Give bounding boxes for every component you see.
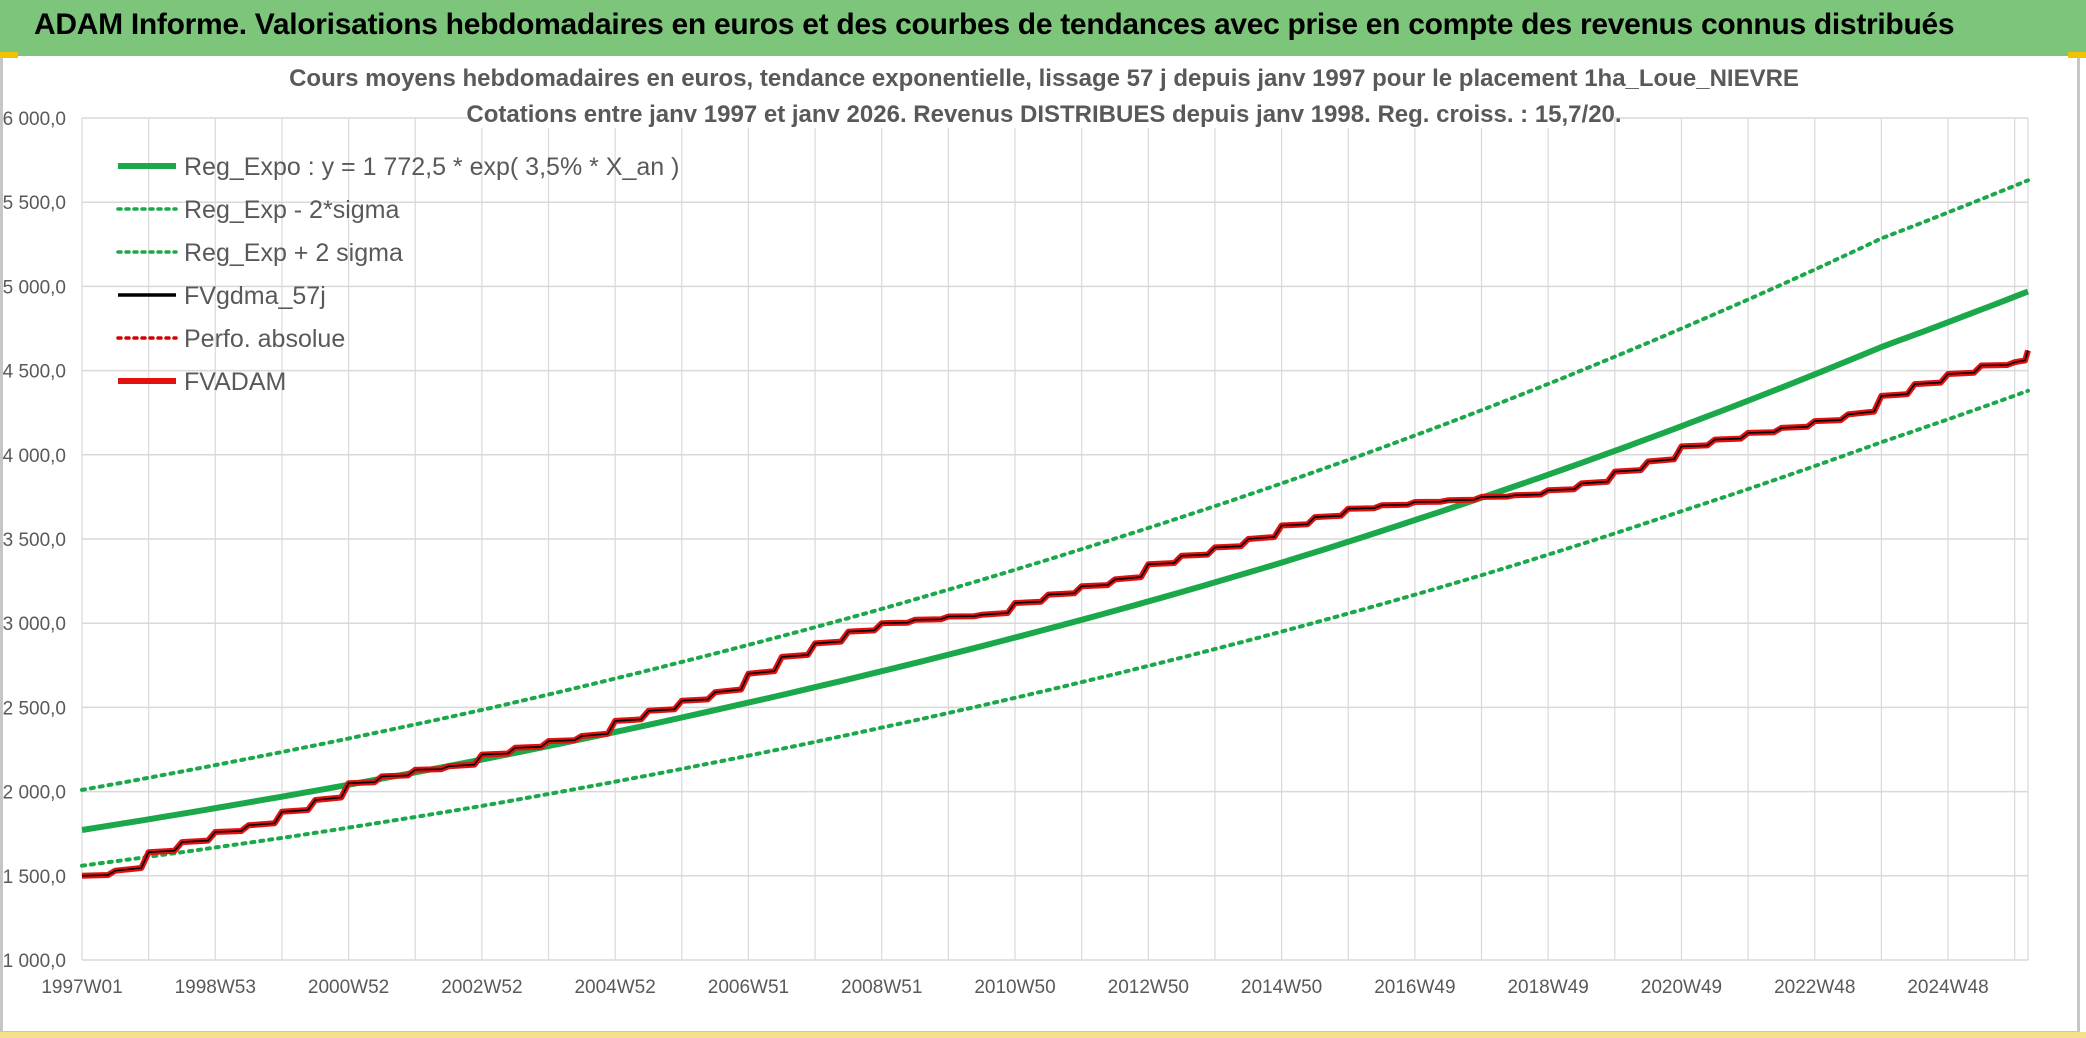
x-tick-label: 1998W53: [175, 977, 256, 998]
chart: 1 000,0 1 500,0 2 000,0 2 500,0 3 000,0 3 500…: [3, 60, 2031, 998]
legend-item[interactable]: Reg_Expo : y = 1 772,5 * exp( 3,5% * X_a…: [118, 153, 679, 181]
legend-label: FVgdma_57j: [184, 282, 326, 310]
chart-title-bg: [299, 60, 1789, 92]
series-reg-exp-minus-2sigma: [80, 388, 2030, 868]
y-tick-label: 4 000,0: [3, 446, 66, 467]
chart-title-line: Cotations entre janv 1997 et janv 2026. …: [466, 101, 1621, 128]
x-tick-label: 2002W52: [441, 977, 522, 998]
legend-label: Reg_Expo : y = 1 772,5 * exp( 3,5% * X_a…: [184, 153, 679, 181]
legend-label: Reg_Exp + 2 sigma: [184, 239, 403, 267]
chart-title-bg: [474, 96, 1614, 128]
y-tick-label: 3 000,0: [3, 614, 66, 635]
y-tick-label: 6 000,0: [3, 109, 66, 130]
legend-label: FVADAM: [184, 368, 286, 396]
bottom-strip: [0, 1032, 2086, 1038]
header-banner: ADAM Informe. Valorisations hebdomadaire…: [0, 0, 2086, 56]
legend-item[interactable]: Reg_Exp + 2 sigma: [116, 239, 403, 267]
x-tick-label: 1997W01: [41, 977, 122, 998]
legend-label: Reg_Exp - 2*sigma: [184, 196, 399, 224]
x-tick-label: 2012W50: [1108, 977, 1189, 998]
y-tick-label: 2 000,0: [3, 783, 66, 804]
x-tick-label: 2018W49: [1507, 977, 1588, 998]
x-tick-label: 2006W51: [708, 977, 789, 998]
x-tick-label: 2022W48: [1774, 977, 1855, 998]
chart-titles: Cours moyens hebdomadaires en euros, ten…: [289, 60, 1799, 128]
y-tick-label: 3 500,0: [3, 530, 66, 551]
legend-item[interactable]: FVADAM: [118, 368, 286, 396]
report-title: ADAM Informe. Valorisations hebdomadaire…: [34, 8, 1955, 41]
legend[interactable]: Reg_Expo : y = 1 772,5 * exp( 3,5% * X_a…: [116, 153, 679, 396]
y-axis-ticks: 1 000,0 1 500,0 2 000,0 2 500,0 3 000,0 3 500…: [3, 109, 66, 972]
x-axis-ticks: 1997W01 1998W53 2000W52 2002W52 2004W52 2006W…: [41, 977, 1988, 998]
y-tick-label: 4 500,0: [3, 362, 66, 383]
x-tick-label: 2010W50: [974, 977, 1055, 998]
x-tick-label: 2020W49: [1641, 977, 1722, 998]
legend-label: Perfo. absolue: [184, 325, 345, 353]
legend-item[interactable]: FVgdma_57j: [118, 282, 326, 310]
x-tick-label: 2024W48: [1907, 977, 1988, 998]
x-tick-label: 2000W52: [308, 977, 389, 998]
corner-accent-right: [2068, 52, 2086, 58]
y-tick-label: 5 500,0: [3, 193, 66, 214]
legend-item[interactable]: Perfo. absolue: [116, 325, 345, 353]
corner-accent-left: [0, 52, 18, 58]
series-fvgdma-57j: [81, 350, 2029, 877]
x-tick-label: 2014W50: [1241, 977, 1322, 998]
x-tick-label: 2008W51: [841, 977, 922, 998]
y-tick-label: 1 500,0: [3, 867, 66, 888]
series-reg-exp-plus-2sigma: [80, 178, 2030, 792]
y-tick-label: 2 500,0: [3, 698, 66, 719]
y-tick-label: 1 000,0: [3, 951, 66, 972]
x-tick-label: 2004W52: [574, 977, 655, 998]
series-fvadam: [81, 349, 2031, 879]
legend-item[interactable]: Reg_Exp - 2*sigma: [116, 196, 399, 224]
series-reg-expo: [81, 288, 2030, 833]
x-tick-label: 2016W49: [1374, 977, 1455, 998]
series-layer: [80, 178, 2031, 879]
chart-title-line: Cours moyens hebdomadaires en euros, ten…: [289, 65, 1799, 92]
y-tick-label: 5 000,0: [3, 277, 66, 298]
